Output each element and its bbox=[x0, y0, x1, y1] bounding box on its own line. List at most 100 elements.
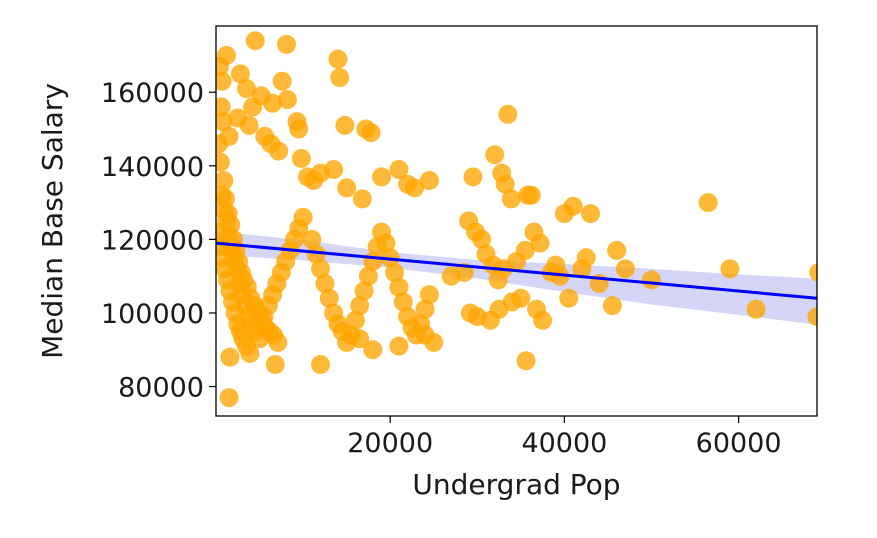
data-point bbox=[746, 299, 766, 319]
x-tick-label: 60000 bbox=[696, 428, 782, 459]
data-point bbox=[216, 71, 232, 91]
plot-frame bbox=[215, 25, 818, 417]
data-point bbox=[335, 115, 355, 135]
data-point bbox=[385, 263, 405, 283]
data-point bbox=[216, 97, 231, 117]
data-point bbox=[311, 354, 331, 374]
data-point bbox=[306, 244, 326, 264]
data-point bbox=[472, 229, 492, 249]
y-axis-ticks: 80000 100000 120000 140000 160000 bbox=[101, 78, 216, 404]
y-tick-label: 120000 bbox=[101, 225, 204, 256]
data-point bbox=[361, 123, 381, 143]
data-point bbox=[220, 347, 240, 367]
data-point bbox=[559, 288, 579, 308]
data-point bbox=[495, 174, 515, 194]
data-point bbox=[581, 204, 601, 224]
data-point bbox=[354, 281, 374, 301]
data-point bbox=[291, 148, 311, 168]
data-point bbox=[216, 211, 236, 231]
data-point bbox=[272, 71, 292, 91]
y-tick-label: 140000 bbox=[101, 152, 204, 183]
data-point bbox=[389, 336, 409, 356]
data-point bbox=[216, 45, 236, 65]
data-point bbox=[216, 185, 232, 205]
data-point bbox=[345, 310, 365, 330]
data-point bbox=[265, 354, 285, 374]
data-point bbox=[352, 189, 372, 209]
data-point bbox=[576, 248, 596, 268]
data-point bbox=[405, 178, 425, 198]
data-point bbox=[419, 285, 439, 305]
data-point bbox=[350, 329, 370, 349]
data-point bbox=[602, 296, 622, 316]
y-tick-label: 80000 bbox=[118, 373, 204, 404]
data-point bbox=[809, 263, 817, 282]
y-tick-label: 100000 bbox=[101, 299, 204, 330]
data-point bbox=[376, 233, 396, 253]
data-point bbox=[324, 159, 344, 179]
data-point bbox=[521, 185, 541, 205]
data-point bbox=[371, 167, 391, 187]
data-point bbox=[337, 178, 357, 198]
data-point bbox=[498, 104, 518, 124]
points-layer bbox=[216, 31, 817, 408]
data-point bbox=[240, 343, 260, 363]
data-point bbox=[698, 193, 718, 213]
data-point bbox=[720, 259, 740, 279]
y-axis-label: Median Base Salary bbox=[36, 83, 69, 359]
data-point bbox=[216, 152, 230, 172]
data-point bbox=[250, 329, 270, 349]
data-point bbox=[607, 240, 627, 260]
data-point bbox=[245, 31, 265, 51]
data-point bbox=[263, 93, 283, 113]
data-point bbox=[315, 274, 335, 294]
data-point bbox=[330, 68, 350, 88]
data-point bbox=[516, 351, 536, 371]
data-point bbox=[642, 270, 662, 290]
data-point bbox=[511, 288, 531, 308]
data-point bbox=[363, 340, 383, 360]
data-point bbox=[463, 167, 483, 187]
data-point bbox=[533, 310, 553, 330]
y-tick-label: 160000 bbox=[101, 78, 204, 109]
data-point bbox=[389, 277, 409, 297]
data-point bbox=[293, 207, 313, 227]
data-point bbox=[216, 171, 234, 191]
data-point bbox=[239, 115, 259, 135]
data-point bbox=[419, 171, 439, 191]
data-point bbox=[227, 259, 247, 279]
data-point bbox=[219, 388, 239, 408]
data-point bbox=[269, 141, 289, 161]
data-point bbox=[328, 49, 348, 69]
data-point bbox=[319, 288, 339, 308]
data-point bbox=[485, 145, 505, 165]
data-point bbox=[615, 259, 635, 279]
data-point bbox=[311, 259, 331, 279]
data-point bbox=[807, 307, 817, 327]
data-point bbox=[216, 134, 229, 154]
data-point bbox=[230, 64, 250, 84]
data-point bbox=[501, 189, 521, 209]
data-point bbox=[530, 233, 550, 253]
data-point bbox=[243, 97, 263, 117]
data-point bbox=[415, 299, 435, 319]
data-point bbox=[393, 292, 413, 312]
x-tick-label: 40000 bbox=[521, 428, 607, 459]
data-point bbox=[236, 79, 256, 99]
data-point bbox=[302, 229, 322, 249]
data-point bbox=[515, 240, 535, 260]
x-tick-label: 20000 bbox=[347, 428, 433, 459]
regression-line-layer bbox=[216, 241, 817, 300]
data-point bbox=[277, 34, 297, 54]
data-point bbox=[415, 325, 435, 345]
data-point bbox=[563, 196, 583, 216]
data-point bbox=[289, 119, 309, 139]
data-point bbox=[277, 90, 297, 110]
regression-line bbox=[216, 241, 817, 300]
data-point bbox=[389, 159, 409, 179]
x-axis-ticks: 20000 40000 60000 bbox=[347, 416, 782, 459]
x-axis-label: Undergrad Pop bbox=[412, 468, 620, 501]
data-point bbox=[358, 266, 378, 286]
data-point bbox=[350, 296, 370, 316]
